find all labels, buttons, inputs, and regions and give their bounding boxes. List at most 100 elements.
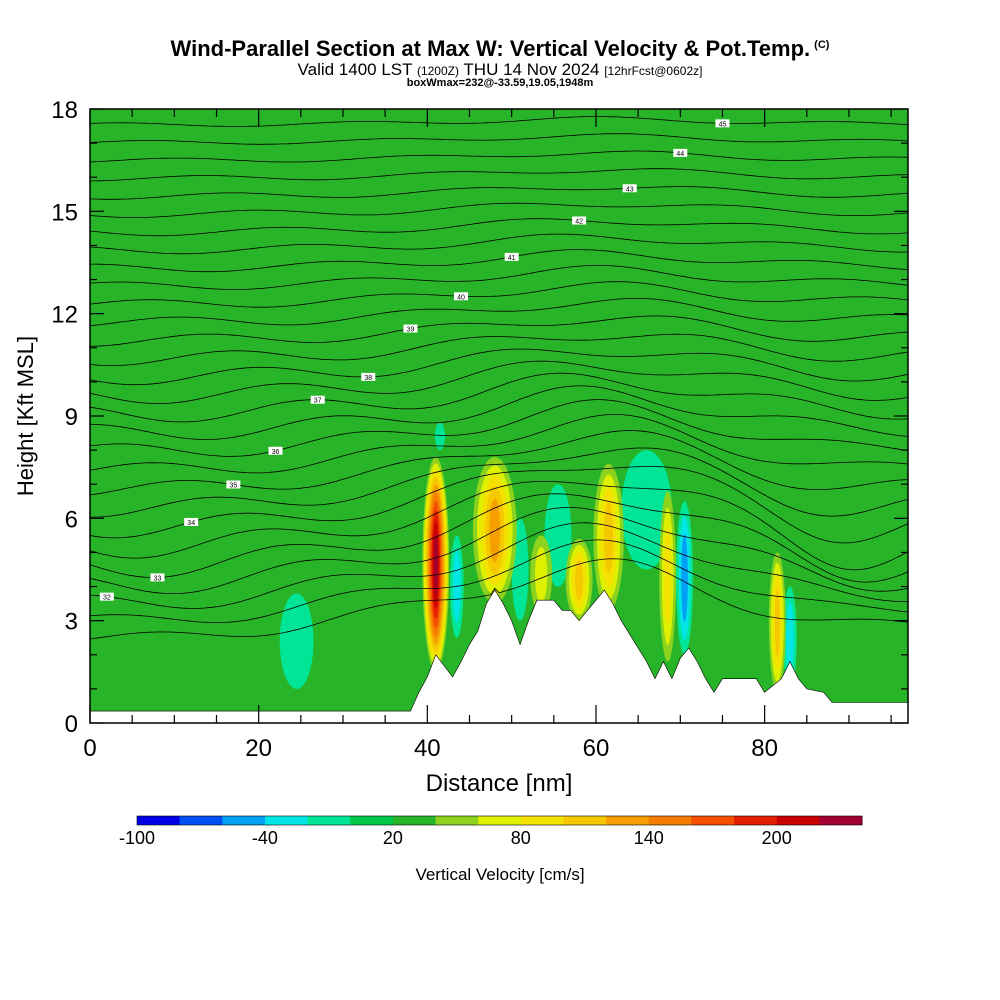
colorbar: -100 -40 20 80 140 200 xyxy=(119,815,863,848)
theta-label-bg xyxy=(673,148,688,157)
theta-label: 35 xyxy=(226,480,241,490)
y-axis-label: Height [Kft MSL] xyxy=(13,336,38,496)
theta-label: 32 xyxy=(99,592,114,602)
colorbar-swatch xyxy=(819,816,863,825)
ascent-band xyxy=(105,109,143,502)
y-tick-label: 12 xyxy=(51,302,78,329)
x-tick-label: 40 xyxy=(414,735,441,762)
colorbar-swatch xyxy=(222,816,266,825)
ascent-band xyxy=(524,177,550,451)
theta-contour-line xyxy=(90,233,908,255)
theta-label-text: 32 xyxy=(103,595,111,602)
terrain-mask xyxy=(90,589,908,723)
ascent-band xyxy=(747,109,782,434)
chart-subtitle: Valid 1400 LST (1200Z) THU 14 Nov 2024 [… xyxy=(0,60,1000,80)
theta-label-text: 44 xyxy=(676,151,684,158)
theta-label: 33 xyxy=(150,573,165,582)
updraft-cell xyxy=(774,588,780,657)
downdraft-cell xyxy=(279,593,314,689)
theta-contour-line xyxy=(90,281,908,308)
colorbar-swatch xyxy=(179,816,223,825)
theta-label: 43 xyxy=(622,184,637,193)
theta-label: 36 xyxy=(268,446,283,456)
colorbar-swatch xyxy=(648,816,692,825)
updraft-cell xyxy=(604,501,614,573)
downdraft-cell xyxy=(681,534,688,622)
theta-contour-line xyxy=(90,539,908,624)
x-tick-label: 60 xyxy=(583,735,610,762)
theta-label-text: 36 xyxy=(272,449,280,456)
y-tick-label: 0 xyxy=(65,711,78,738)
colorbar-swatch xyxy=(520,816,564,825)
theta-label-bg xyxy=(622,184,637,193)
colorbar-tick-label: 20 xyxy=(383,828,403,848)
theta-label: 46 xyxy=(800,83,814,92)
colorbar-swatch xyxy=(734,816,778,825)
theta-label: 45 xyxy=(715,119,730,128)
colorbar-swatch xyxy=(392,816,437,825)
theta-label-bg xyxy=(454,292,469,301)
theta-contour-line xyxy=(90,430,908,496)
x-axis-label: Distance [nm] xyxy=(426,770,573,797)
theta-label-bg xyxy=(310,395,325,404)
theta-contour-line xyxy=(90,481,908,571)
copyright-mark: (C) xyxy=(814,38,830,51)
theta-contour-line xyxy=(90,558,908,640)
theta-label-bg xyxy=(226,480,241,489)
colorbar-tick-label: 200 xyxy=(762,828,792,848)
updraft-cell xyxy=(434,533,438,596)
theta-label-text: 33 xyxy=(154,575,162,582)
colorbar-tick-label: -100 xyxy=(119,828,155,848)
theta-label-bg xyxy=(572,216,587,225)
y-tick-label: 15 xyxy=(51,199,78,226)
theta-label-bg xyxy=(361,372,376,381)
theta-contour-line xyxy=(90,333,908,367)
colorbar-swatch xyxy=(264,816,309,825)
colorbar-swatch xyxy=(137,816,181,825)
updraft-cell xyxy=(575,559,584,600)
updraft-cell xyxy=(489,498,501,562)
colorbar-tick-label: 80 xyxy=(511,828,531,848)
colorbar-swatch xyxy=(563,816,607,825)
y-tick-label: 18 xyxy=(51,97,78,124)
theta-label-bg xyxy=(715,119,730,128)
colorbar-border xyxy=(136,815,863,826)
theta-contour-line xyxy=(90,522,908,609)
theta-label-bg xyxy=(184,517,199,526)
theta-contour-line xyxy=(90,150,908,163)
ascent-band xyxy=(461,109,495,382)
updraft-cell xyxy=(235,579,257,706)
theta-label: 37 xyxy=(310,395,325,405)
theta-contour-line xyxy=(90,372,908,423)
theta-contour-line xyxy=(90,133,908,145)
theta-contour-line xyxy=(90,249,908,273)
theta-contour-line xyxy=(90,315,908,347)
box-info: boxWmax=232@-33.59,19.05,1948m xyxy=(406,77,594,89)
theta-label: 34 xyxy=(184,517,199,527)
colorbar-swatch xyxy=(478,816,522,825)
y-tick-label: 9 xyxy=(65,404,78,431)
colorbar-swatch xyxy=(606,816,650,825)
theta-contour-line xyxy=(90,447,908,518)
theta-label: 39 xyxy=(403,324,418,334)
theta-label-bg xyxy=(99,592,114,601)
theta-label-bg xyxy=(268,446,283,455)
plot-area: 32 33 34 35 36 37 38 39 40 41 42 43 44 45 46 xyxy=(90,83,908,723)
colorbar-swatch xyxy=(435,816,479,825)
theta-label-text: 37 xyxy=(314,398,322,405)
colorbar-swatch xyxy=(307,816,351,825)
ascent-band xyxy=(241,177,276,399)
theta-contour-line xyxy=(90,298,908,327)
theta-label-text: 39 xyxy=(407,327,415,334)
theta-label-text: 35 xyxy=(229,483,237,490)
theta-contour-line xyxy=(90,360,908,404)
theta-contour-line xyxy=(90,399,908,457)
theta-label-text: 40 xyxy=(457,294,465,301)
theta-contour-line xyxy=(90,116,908,127)
colorbar-swatch xyxy=(776,816,820,825)
theta-label-text: 45 xyxy=(719,121,727,128)
theta-label: 40 xyxy=(454,292,469,301)
updraft-cell xyxy=(664,527,671,626)
ascent-band xyxy=(680,143,715,417)
y-tick-label: 3 xyxy=(65,609,78,636)
